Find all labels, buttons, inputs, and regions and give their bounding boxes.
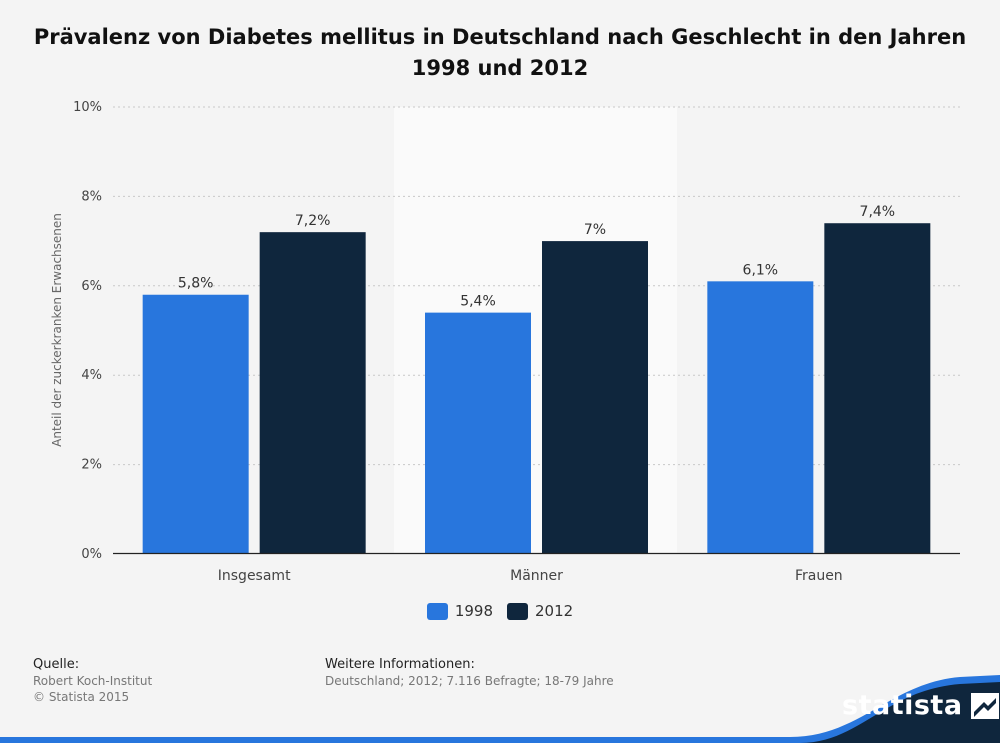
bar-1998-2[interactable] xyxy=(707,281,814,554)
legend-swatch xyxy=(507,602,528,620)
legend-label: 1998 xyxy=(454,602,493,620)
legend-swatch xyxy=(426,602,448,620)
bar-2012-0[interactable] xyxy=(259,232,366,554)
legend-label: 2012 xyxy=(535,602,574,620)
y-tick-label: 10% xyxy=(73,100,102,115)
source-line-1: Robert Koch-Institut xyxy=(33,674,153,688)
chart-title: Prävalenz von Diabetes mellitus in Deuts… xyxy=(33,25,967,80)
logo-wave-dark xyxy=(800,682,1000,743)
info-block: Weitere Informationen: Deutschland; 2012… xyxy=(325,657,614,689)
category-label: Frauen xyxy=(795,568,843,584)
y-tick-label: 0% xyxy=(81,547,102,562)
y-tick-label: 6% xyxy=(81,279,102,294)
data-label: 6,1% xyxy=(743,262,779,278)
y-tick-label: 2% xyxy=(81,458,102,473)
y-tick-label: 4% xyxy=(81,368,102,383)
info-text: Deutschland; 2012; 7.116 Befragte; 18-79… xyxy=(325,674,614,688)
y-axis-title: Anteil der zuckerkranken Erwachsenen xyxy=(50,213,64,447)
source-line-2: © Statista 2015 xyxy=(33,690,130,704)
bar-2012-1[interactable] xyxy=(542,241,648,554)
data-label: 7,2% xyxy=(295,213,331,229)
logo-text: statista xyxy=(842,690,963,721)
legend-item-1998[interactable]: 1998 xyxy=(426,602,493,620)
statista-logo-icon xyxy=(970,692,999,719)
data-label: 7% xyxy=(584,222,606,238)
category-label: Männer xyxy=(510,568,563,584)
data-label: 5,8% xyxy=(178,276,214,292)
statista-logo[interactable]: statista xyxy=(842,690,999,721)
bar-2012-2[interactable] xyxy=(824,223,931,554)
data-label: 7,4% xyxy=(860,204,896,220)
data-label: 5,4% xyxy=(460,294,496,310)
legend-item-2012[interactable]: 2012 xyxy=(507,602,573,620)
info-heading: Weitere Informationen: xyxy=(325,657,475,672)
category-label: Insgesamt xyxy=(218,568,291,584)
bar-1998-1[interactable] xyxy=(425,312,531,554)
y-tick-label: 8% xyxy=(81,189,102,204)
source-block: Quelle: Robert Koch-Institut © Statista … xyxy=(33,657,152,705)
bar-1998-0[interactable] xyxy=(142,294,249,554)
legend: 1998 2012 xyxy=(0,602,1000,620)
source-heading: Quelle: xyxy=(33,657,80,672)
